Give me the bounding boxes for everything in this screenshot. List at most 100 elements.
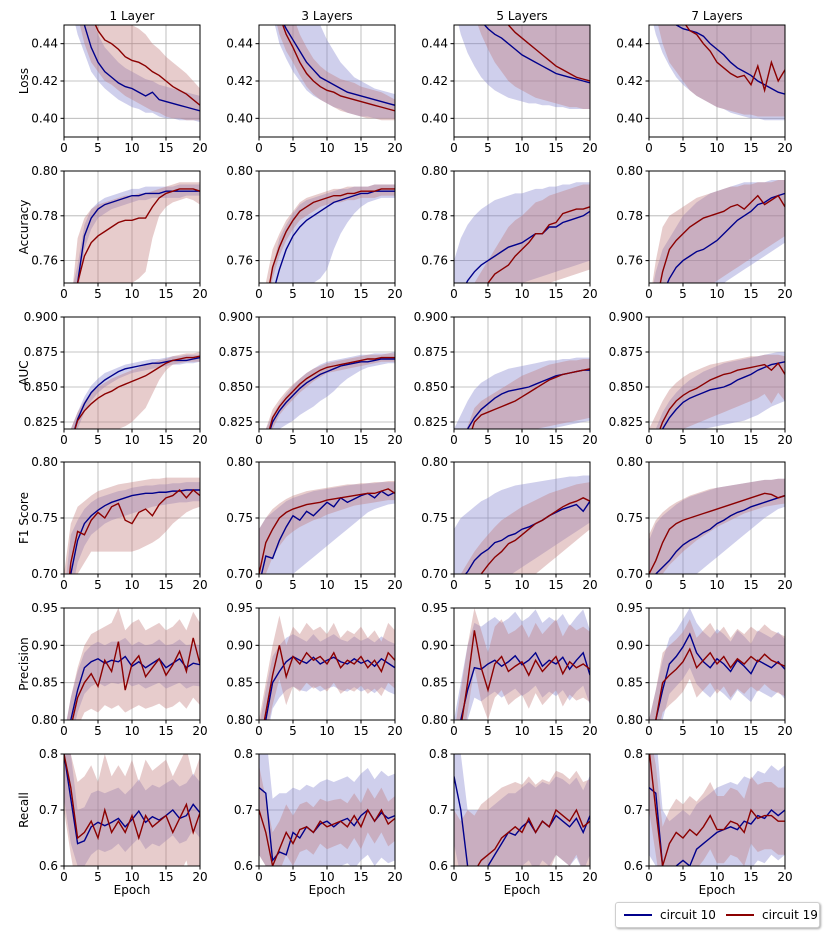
panel-precision-5-layers: 0 5 10 15 20 0.80 0.85 0.90 0.95	[421, 601, 597, 738]
line-circuit-10	[265, 655, 395, 720]
y-tick-label: 0.8	[234, 747, 253, 761]
y-tick-label: 0.850	[414, 380, 448, 394]
x-tick-label: 15	[353, 141, 368, 155]
line-circuit-19	[655, 647, 785, 720]
x-tick-label: 0	[645, 141, 653, 155]
x-tick-label: 0	[450, 578, 458, 592]
x-tick-label: 20	[387, 724, 402, 738]
x-tick-label: 15	[158, 433, 173, 447]
line-circuit-10	[83, 25, 200, 112]
panel-auc-5-layers: 0 5 10 15 20 0.825 0.850 0.875 0.900	[414, 310, 598, 447]
x-tick-label: 5	[289, 141, 297, 155]
band-circuit-19	[477, 25, 590, 109]
line-circuit-10	[655, 632, 785, 720]
y-tick-label: 0.900	[609, 310, 643, 324]
x-tick-label: 0	[450, 141, 458, 155]
x-tick-label: 10	[319, 433, 334, 447]
x-tick-label: 20	[582, 870, 597, 884]
x-tick-label: 0	[645, 287, 653, 301]
x-tick-label: 5	[484, 141, 492, 155]
column-title-1-layer: 1 Layer	[110, 9, 155, 23]
x-tick-label: 10	[124, 287, 139, 301]
y-axis-label-precision: Precision	[17, 637, 31, 691]
plot-area	[265, 184, 395, 283]
y-tick-label: 0.85	[421, 676, 448, 690]
x-tick-label: 5	[679, 433, 687, 447]
y-tick-label: 0.78	[226, 209, 253, 223]
x-tick-label: 15	[548, 141, 563, 155]
plot-area	[259, 754, 395, 866]
x-tick-label: 20	[582, 578, 597, 592]
line-circuit-19	[269, 188, 395, 283]
y-tick-label: 0.42	[31, 74, 58, 88]
band-circuit-19	[66, 608, 200, 720]
x-tick-label: 20	[777, 724, 792, 738]
x-tick-label: 15	[158, 287, 173, 301]
x-tick-label: 5	[679, 578, 687, 592]
plot-area	[259, 615, 395, 720]
x-tick-label: 10	[514, 433, 529, 447]
x-axis-label-7-layers: Epoch	[699, 883, 736, 897]
y-tick-label: 0.75	[421, 511, 448, 525]
y-tick-label: 0.90	[616, 638, 643, 652]
plot-area	[458, 25, 590, 109]
band-circuit-10	[458, 25, 590, 109]
x-tick-label: 5	[484, 433, 492, 447]
band-circuit-19	[649, 354, 785, 429]
y-tick-label: 0.825	[414, 415, 448, 429]
y-tick-label: 0.78	[421, 209, 448, 223]
y-tick-label: 0.8	[429, 747, 448, 761]
x-tick-label: 10	[514, 724, 529, 738]
y-tick-label: 0.42	[616, 74, 643, 88]
x-tick-label: 0	[255, 141, 263, 155]
x-tick-label: 0	[450, 724, 458, 738]
x-tick-label: 10	[709, 433, 724, 447]
y-tick-label: 0.44	[226, 37, 253, 51]
x-tick-label: 15	[743, 287, 758, 301]
x-tick-label: 5	[484, 287, 492, 301]
panel-loss-7-layers: 0 5 10 15 20 0.40 0.42 0.44	[616, 24, 793, 155]
x-tick-label: 0	[255, 433, 263, 447]
line-circuit-19	[76, 188, 200, 283]
x-tick-label: 0	[60, 287, 68, 301]
y-tick-label: 0.95	[226, 601, 253, 615]
y-tick-label: 0.80	[31, 455, 58, 469]
x-tick-label: 10	[514, 287, 529, 301]
x-tick-label: 15	[743, 724, 758, 738]
x-axis-label-3-layers: Epoch	[309, 883, 346, 897]
plot-area	[73, 182, 200, 283]
band-circuit-19	[649, 478, 785, 574]
x-tick-label: 10	[709, 870, 724, 884]
x-tick-label: 0	[450, 870, 458, 884]
x-tick-label: 10	[514, 870, 529, 884]
plot-area	[649, 352, 785, 429]
y-tick-label: 0.95	[31, 601, 58, 615]
x-tick-label: 20	[387, 141, 402, 155]
x-tick-label: 0	[255, 287, 263, 301]
y-tick-label: 0.78	[616, 209, 643, 223]
panel-accuracy-1-layer: 0 5 10 15 20 0.76 0.78 0.80	[31, 164, 207, 301]
x-tick-label: 10	[709, 578, 724, 592]
band-circuit-10	[269, 184, 395, 283]
x-tick-label: 15	[548, 287, 563, 301]
x-tick-label: 20	[192, 287, 207, 301]
band-circuit-10	[260, 634, 395, 720]
plot-area	[75, 25, 200, 123]
y-tick-label: 0.875	[24, 345, 58, 359]
band-circuit-10	[265, 352, 395, 429]
x-tick-label: 15	[353, 433, 368, 447]
x-tick-label: 0	[645, 578, 653, 592]
plot-area	[70, 352, 200, 429]
y-tick-label: 0.76	[421, 254, 448, 268]
figure: 1 Layer 3 Layers 5 Layers 7 Layers Loss 0 5 10 1…	[17, 9, 793, 897]
x-tick-label: 15	[158, 141, 173, 155]
y-tick-label: 0.80	[421, 713, 448, 727]
y-tick-label: 0.44	[616, 37, 643, 51]
band-circuit-19	[79, 25, 200, 121]
plot-area	[653, 25, 785, 121]
plot-area	[649, 754, 785, 866]
x-tick-label: 20	[582, 433, 597, 447]
x-tick-label: 5	[94, 870, 102, 884]
y-tick-label: 0.70	[421, 567, 448, 581]
y-tick-label: 0.900	[414, 310, 448, 324]
